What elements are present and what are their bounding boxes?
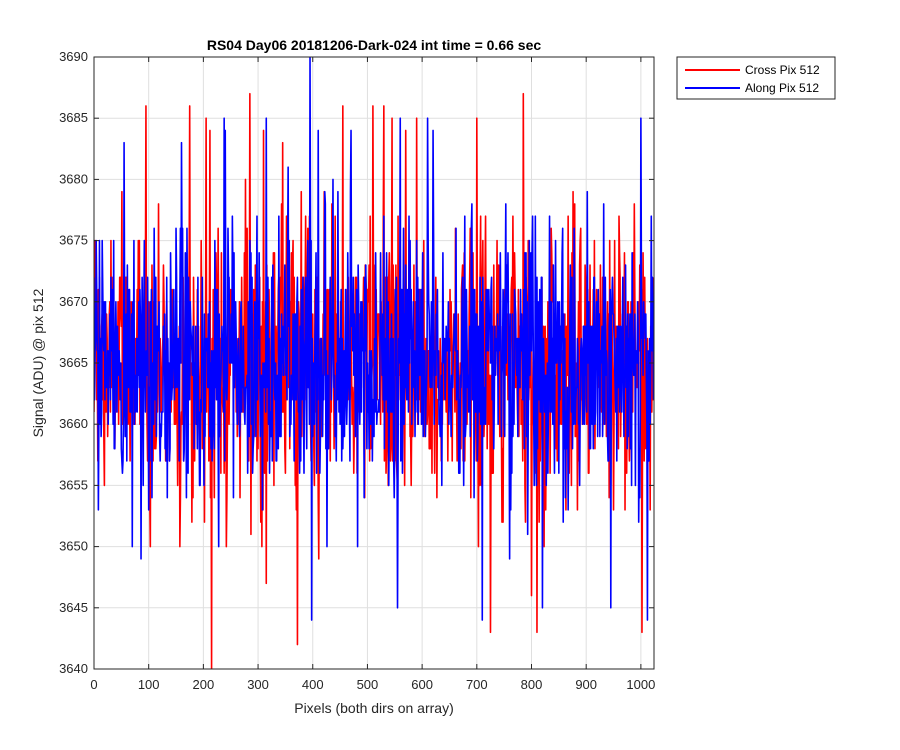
y-tick-label: 3645 [59,600,88,615]
y-axis-label: Signal (ADU) @ pix 512 [30,288,46,437]
x-tick-label: 500 [357,677,379,692]
y-tick-label: 3660 [59,416,88,431]
y-tick-label: 3670 [59,294,88,309]
x-tick-label: 700 [466,677,488,692]
series-layer [94,57,654,669]
x-tick-label: 300 [247,677,269,692]
legend-label-cross: Cross Pix 512 [745,63,820,77]
y-tick-label: 3655 [59,477,88,492]
x-tick-label: 100 [138,677,160,692]
x-tick-label: 400 [302,677,324,692]
legend-label-along: Along Pix 512 [745,81,819,95]
y-tick-label: 3675 [59,233,88,248]
y-tick-label: 3665 [59,355,88,370]
x-tick-label: 1000 [626,677,655,692]
axis-ticks: 0 100 200 300 400 500 600 700 800 900 1000 3640 3645… [59,49,655,692]
x-tick-label: 200 [193,677,215,692]
x-tick-label: 800 [521,677,543,692]
y-tick-label: 3650 [59,539,88,554]
legend[interactable]: Cross Pix 512 Along Pix 512 [676,56,836,100]
x-tick-label: 900 [575,677,597,692]
chart-title: RS04 Day06 20181206-Dark-024 int time = … [207,37,541,53]
y-tick-label: 3690 [59,49,88,64]
y-tick-label: 3680 [59,171,88,186]
y-tick-label: 3685 [59,110,88,125]
x-tick-label: 600 [411,677,433,692]
series-line-1 [94,57,654,621]
legend-box [676,56,836,100]
y-tick-label: 3640 [59,661,88,676]
x-tick-label: 0 [90,677,97,692]
x-axis-label: Pixels (both dirs on array) [294,700,454,716]
